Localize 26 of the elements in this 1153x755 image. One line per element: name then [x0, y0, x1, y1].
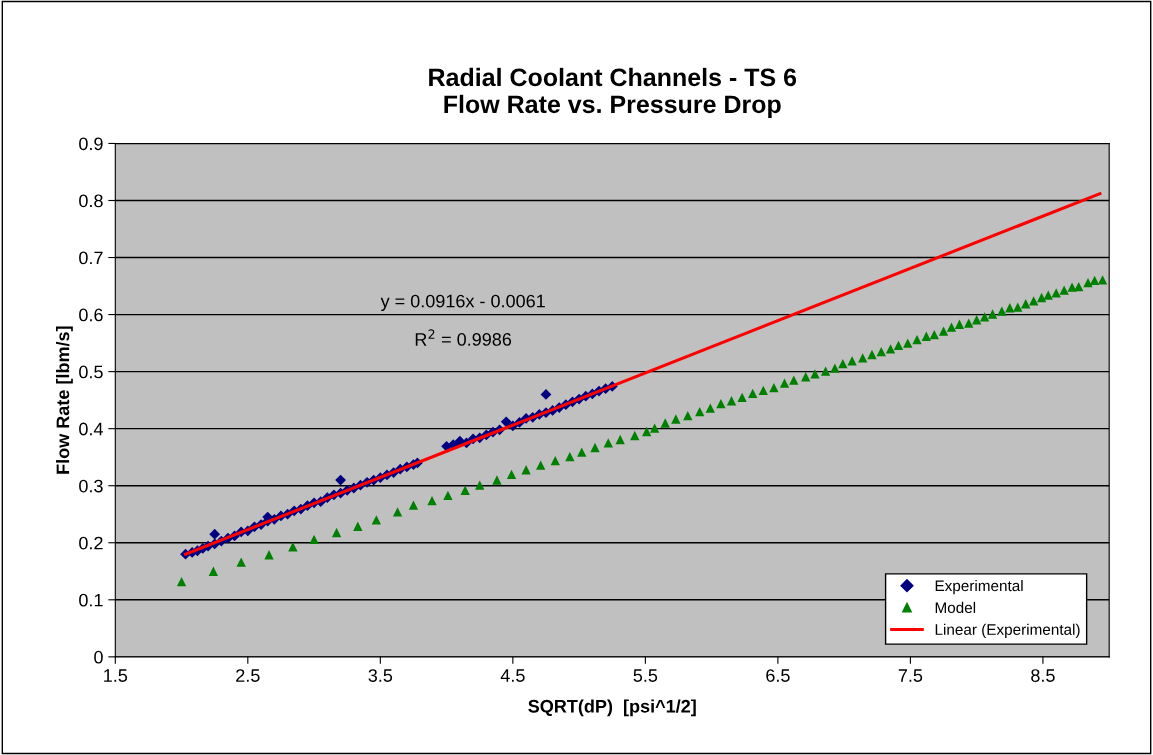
legend-label: Model [935, 601, 976, 614]
y-tick-label: 0.5 [79, 365, 103, 379]
y-tick-label: 0.1 [79, 593, 103, 607]
y-tick-label: 0.7 [79, 251, 103, 265]
y-tick-label: 0.6 [79, 308, 103, 322]
legend-label: Linear (Experimental) [935, 623, 1080, 638]
y-axis-title: Flow Rate [lbm/s] [56, 326, 73, 474]
x-tick-label: 1.5 [104, 669, 128, 682]
annotation: R$^{2}$ = 0.9986 [415, 329, 512, 346]
x-tick-label: 5.5 [633, 669, 658, 682]
x-axis-title: SQRT(dP) [psi^1/2] [528, 699, 696, 717]
y-tick-label: 0.3 [79, 479, 103, 493]
chart-title: Radial Coolant Channels - TS 6 Flow Rate vs. Pressure Drop [429, 67, 797, 119]
y-tick-label: 0 [94, 650, 103, 664]
x-tick-label: 2.5 [236, 669, 260, 682]
y-tick-label: 0.2 [79, 536, 103, 550]
y-tick-label: 0.4 [79, 422, 103, 436]
x-tick-label: 7.5 [898, 669, 923, 682]
x-tick-label: 4.5 [500, 669, 525, 682]
x-tick-label: 6.5 [766, 669, 790, 682]
x-tick-label: 3.5 [368, 669, 393, 682]
x-tick-label: 8.5 [1031, 669, 1055, 682]
y-tick-label: 0.8 [79, 194, 103, 208]
annotation: y = 0.0916x - 0.0061 [380, 294, 545, 312]
y-tick-label: 0.9 [79, 137, 103, 151]
legend-label: Experimental [935, 579, 1023, 595]
